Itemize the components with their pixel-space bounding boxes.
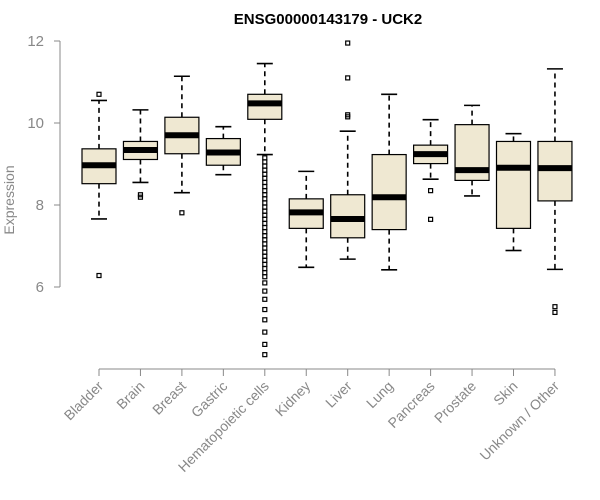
outlier-point <box>262 237 268 243</box>
outlier-point <box>262 270 268 276</box>
x-tick-label: Liver <box>322 378 355 411</box>
box-group-skin <box>495 132 532 252</box>
outlier-point <box>345 114 351 120</box>
outlier-point <box>96 91 102 97</box>
outlier-point <box>262 159 268 165</box>
outlier-point <box>137 194 144 200</box>
outlier-point <box>262 306 268 313</box>
box-group-prostate <box>454 104 490 197</box>
x-tick-label: Prostate <box>431 378 479 426</box>
box-group-liver <box>330 40 366 260</box>
box-group-bladder <box>81 91 117 279</box>
outlier-point <box>262 200 268 206</box>
box-group-kidney <box>288 170 324 269</box>
x-tick-label: Breast <box>149 378 189 418</box>
outlier-point <box>262 188 268 194</box>
outlier-point <box>262 261 268 268</box>
outlier-point <box>345 40 351 46</box>
axes: 6 8 10 12 <box>27 33 556 376</box>
box-group-gastric <box>205 125 241 176</box>
outlier-point <box>262 317 268 323</box>
outlier-point <box>552 304 558 310</box>
box-group-lung <box>371 93 407 271</box>
y-tick-label: 6 <box>36 279 44 296</box>
box-iqr <box>537 140 573 202</box>
outlier-point <box>428 188 434 194</box>
outlier-point <box>262 220 268 227</box>
outlier-point <box>262 163 268 169</box>
outlier-point <box>262 245 268 251</box>
box-iqr <box>247 93 283 120</box>
outlier-point <box>262 280 268 286</box>
y-tick-label: 8 <box>36 197 44 214</box>
box-iqr <box>495 140 532 229</box>
y-axis-label: Expression <box>1 165 17 234</box>
outlier-point <box>262 296 268 302</box>
x-tick-label: Brain <box>113 378 147 412</box>
outlier-point <box>262 229 268 235</box>
y-tick-label: 10 <box>27 115 44 132</box>
outlier-point <box>262 249 268 255</box>
box-group-pancreas <box>413 118 449 222</box>
outlier-point <box>262 171 268 177</box>
outlier-point <box>428 216 434 222</box>
x-tick-label: Skin <box>490 378 521 409</box>
outlier-point <box>262 196 268 202</box>
box-group-breast <box>164 75 200 216</box>
box-group-unknown-other <box>537 68 573 316</box>
outlier-point <box>262 329 268 335</box>
outlier-point <box>262 233 268 239</box>
outlier-point <box>262 212 268 218</box>
y-tick-label: 12 <box>27 33 44 50</box>
outlier-point <box>345 75 351 81</box>
outlier-point <box>262 155 268 161</box>
chart-title: ENSG00000143179 - UCK2 <box>234 11 422 28</box>
outlier-point <box>262 183 268 190</box>
outlier-point <box>552 309 558 316</box>
outlier-point <box>262 274 268 280</box>
box-group-brain <box>122 109 159 200</box>
box-iqr <box>371 153 407 231</box>
x-tick-label: Bladder <box>61 378 107 424</box>
outlier-point <box>262 175 268 181</box>
x-tick-label: Unknown / Other <box>476 378 562 464</box>
box-group-hematopoietic-cells <box>247 62 283 358</box>
outlier-point <box>262 341 268 347</box>
outlier-point <box>262 192 268 198</box>
outlier-point <box>262 167 268 173</box>
x-tick-label: Kidney <box>272 378 314 420</box>
outlier-point <box>262 265 268 272</box>
outlier-point <box>262 253 268 259</box>
x-tick-label: Lung <box>363 378 396 411</box>
boxes <box>81 40 573 358</box>
outlier-point <box>262 224 268 231</box>
outlier-point <box>179 210 185 216</box>
outlier-point <box>96 272 102 279</box>
outlier-point <box>262 241 268 247</box>
outlier-point <box>262 179 268 186</box>
outlier-point <box>262 208 268 214</box>
outlier-point <box>262 352 268 358</box>
outlier-point <box>262 204 268 210</box>
outlier-point <box>262 257 268 263</box>
outlier-point <box>262 288 268 294</box>
outlier-point <box>262 216 268 222</box>
